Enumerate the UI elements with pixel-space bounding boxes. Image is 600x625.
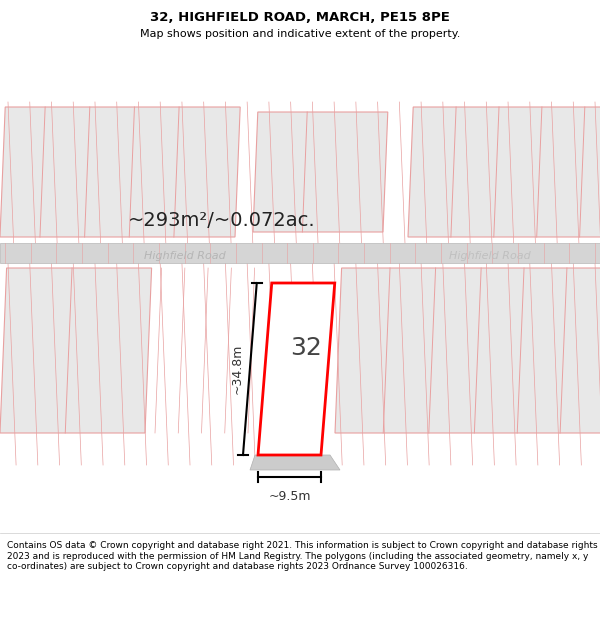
Polygon shape xyxy=(408,107,600,237)
Polygon shape xyxy=(0,243,600,263)
Text: 32, HIGHFIELD ROAD, MARCH, PE15 8PE: 32, HIGHFIELD ROAD, MARCH, PE15 8PE xyxy=(150,11,450,24)
Polygon shape xyxy=(253,112,388,232)
Polygon shape xyxy=(335,268,600,433)
Text: Contains OS data © Crown copyright and database right 2021. This information is : Contains OS data © Crown copyright and d… xyxy=(7,541,598,571)
Text: ~34.8m: ~34.8m xyxy=(230,344,243,394)
Polygon shape xyxy=(250,455,340,470)
Text: Highfield Road: Highfield Road xyxy=(449,251,531,261)
Text: Map shows position and indicative extent of the property.: Map shows position and indicative extent… xyxy=(140,29,460,39)
Text: 32: 32 xyxy=(290,336,322,361)
Polygon shape xyxy=(0,107,240,237)
Text: ~293m²/~0.072ac.: ~293m²/~0.072ac. xyxy=(128,211,316,231)
Polygon shape xyxy=(0,268,152,433)
Polygon shape xyxy=(258,283,335,455)
Text: ~9.5m: ~9.5m xyxy=(268,490,311,503)
Text: Highfield Road: Highfield Road xyxy=(144,251,226,261)
